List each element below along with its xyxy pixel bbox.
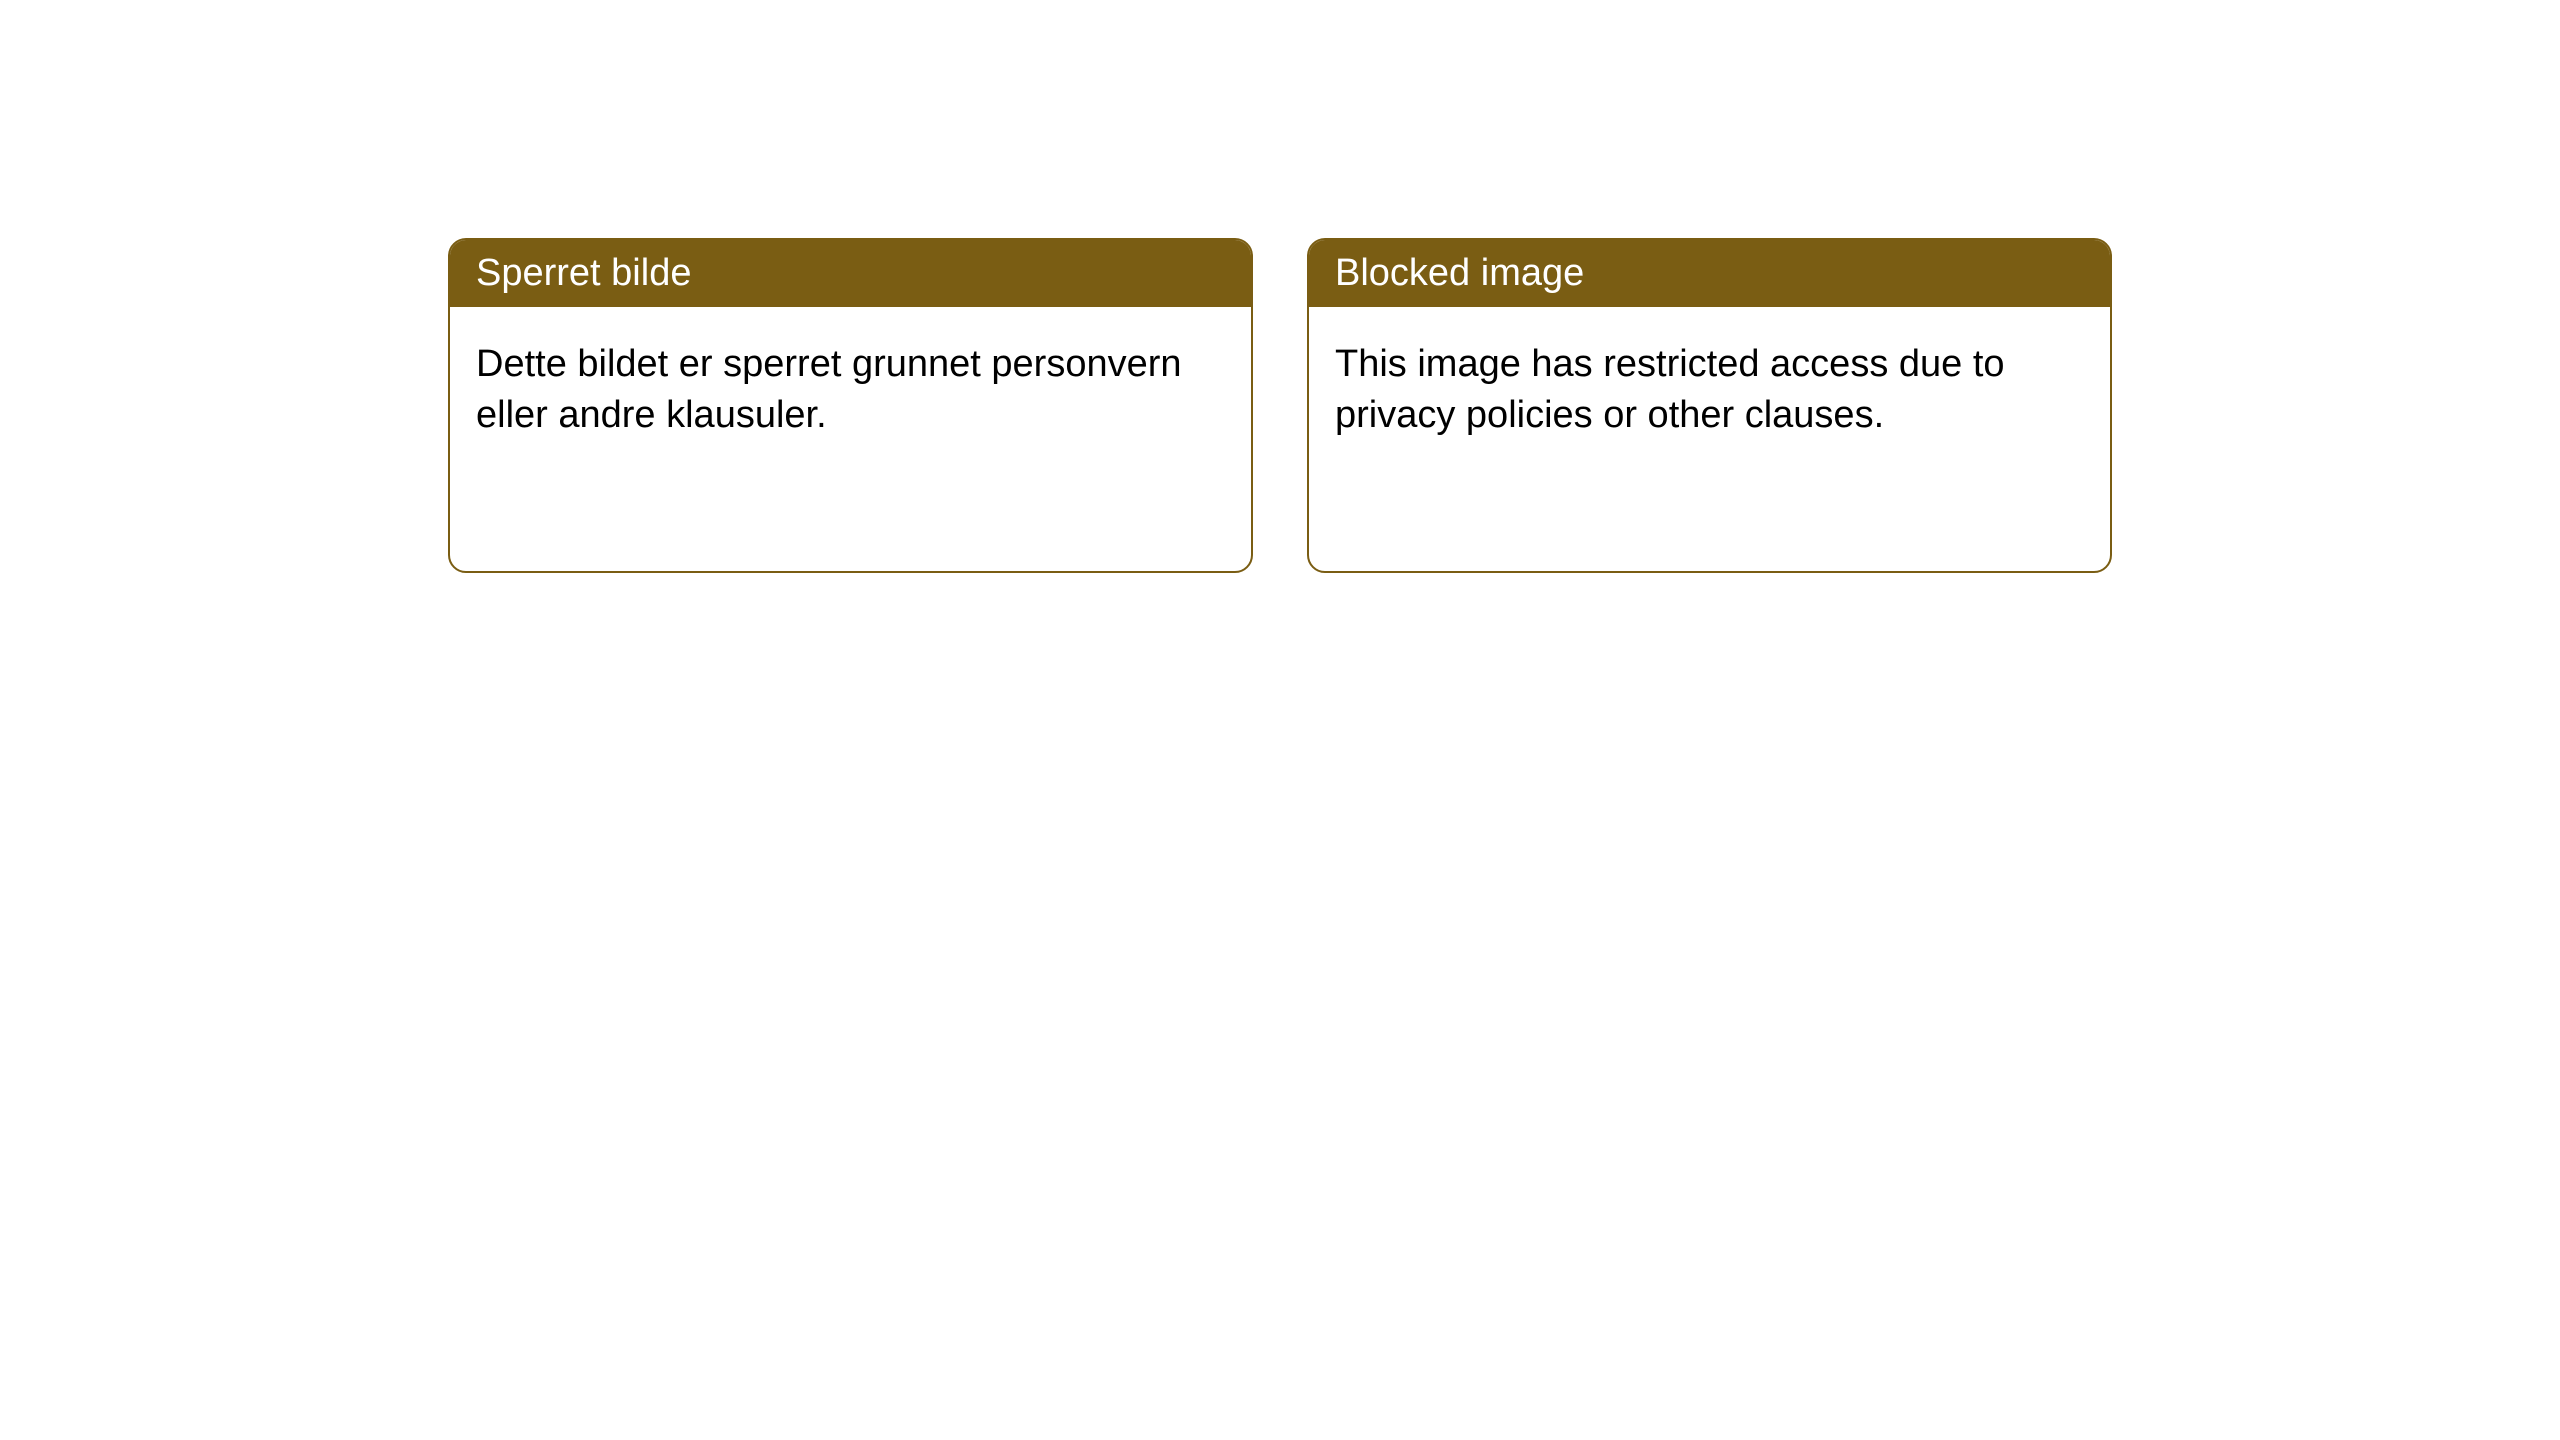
card-message-en: This image has restricted access due to … <box>1335 343 2005 436</box>
card-header-en: Blocked image <box>1309 240 2110 307</box>
card-body-no: Dette bildet er sperret grunnet personve… <box>450 307 1251 474</box>
blocked-image-card-no: Sperret bilde Dette bildet er sperret gr… <box>448 238 1253 573</box>
card-body-en: This image has restricted access due to … <box>1309 307 2110 474</box>
blocked-image-card-en: Blocked image This image has restricted … <box>1307 238 2112 573</box>
card-header-no: Sperret bilde <box>450 240 1251 307</box>
card-message-no: Dette bildet er sperret grunnet personve… <box>476 343 1182 436</box>
card-title-en: Blocked image <box>1335 252 1584 294</box>
card-title-no: Sperret bilde <box>476 252 691 294</box>
notice-container: Sperret bilde Dette bildet er sperret gr… <box>0 0 2560 573</box>
